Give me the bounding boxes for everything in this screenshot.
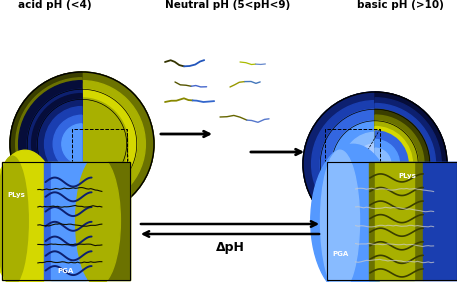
- Ellipse shape: [320, 150, 360, 282]
- Bar: [72, 129, 127, 174]
- Ellipse shape: [311, 144, 395, 282]
- Wedge shape: [343, 132, 375, 196]
- Wedge shape: [375, 92, 447, 236]
- Bar: [44, 162, 93, 280]
- Ellipse shape: [0, 156, 28, 282]
- Text: PLys: PLys: [399, 173, 416, 179]
- Wedge shape: [375, 127, 412, 201]
- Bar: [423, 162, 457, 280]
- Wedge shape: [303, 92, 375, 236]
- Wedge shape: [82, 81, 145, 207]
- Wedge shape: [312, 101, 375, 227]
- Wedge shape: [37, 99, 82, 189]
- Bar: [325, 129, 380, 174]
- Wedge shape: [10, 72, 82, 216]
- Circle shape: [10, 72, 154, 216]
- Bar: [327, 162, 457, 280]
- Text: Neutral pH (5<pH<9): Neutral pH (5<pH<9): [165, 0, 291, 10]
- Wedge shape: [27, 89, 82, 199]
- Wedge shape: [45, 107, 82, 181]
- Wedge shape: [375, 131, 408, 197]
- Wedge shape: [375, 109, 430, 219]
- Wedge shape: [375, 103, 436, 224]
- Ellipse shape: [0, 150, 60, 282]
- Text: PGA: PGA: [332, 251, 348, 257]
- Wedge shape: [62, 124, 82, 164]
- Text: PLys: PLys: [7, 192, 25, 198]
- Wedge shape: [82, 89, 137, 199]
- Bar: [375, 162, 414, 280]
- Bar: [2, 162, 130, 280]
- Wedge shape: [82, 98, 128, 190]
- Text: ΔpH: ΔpH: [216, 241, 244, 254]
- Text: acid pH (<4): acid pH (<4): [18, 0, 92, 10]
- Wedge shape: [375, 148, 391, 180]
- Text: PGA: PGA: [57, 268, 73, 274]
- Wedge shape: [27, 89, 82, 199]
- Wedge shape: [82, 72, 154, 216]
- Wedge shape: [332, 121, 375, 207]
- Bar: [369, 162, 423, 280]
- Wedge shape: [21, 83, 82, 204]
- Wedge shape: [58, 120, 82, 168]
- Wedge shape: [375, 140, 399, 188]
- Wedge shape: [53, 115, 82, 173]
- Wedge shape: [48, 109, 82, 179]
- Wedge shape: [375, 98, 441, 230]
- Ellipse shape: [75, 156, 120, 282]
- Wedge shape: [355, 144, 375, 184]
- Wedge shape: [375, 115, 424, 213]
- Wedge shape: [19, 81, 82, 207]
- Wedge shape: [375, 121, 418, 207]
- Wedge shape: [16, 78, 82, 210]
- Circle shape: [303, 92, 447, 236]
- Wedge shape: [66, 128, 82, 160]
- Text: basic pH (>10): basic pH (>10): [356, 0, 443, 10]
- Bar: [51, 162, 86, 280]
- Wedge shape: [37, 99, 82, 189]
- Bar: [2, 162, 130, 280]
- Wedge shape: [320, 109, 375, 219]
- Wedge shape: [32, 94, 82, 194]
- Bar: [327, 162, 457, 280]
- Bar: [93, 162, 130, 280]
